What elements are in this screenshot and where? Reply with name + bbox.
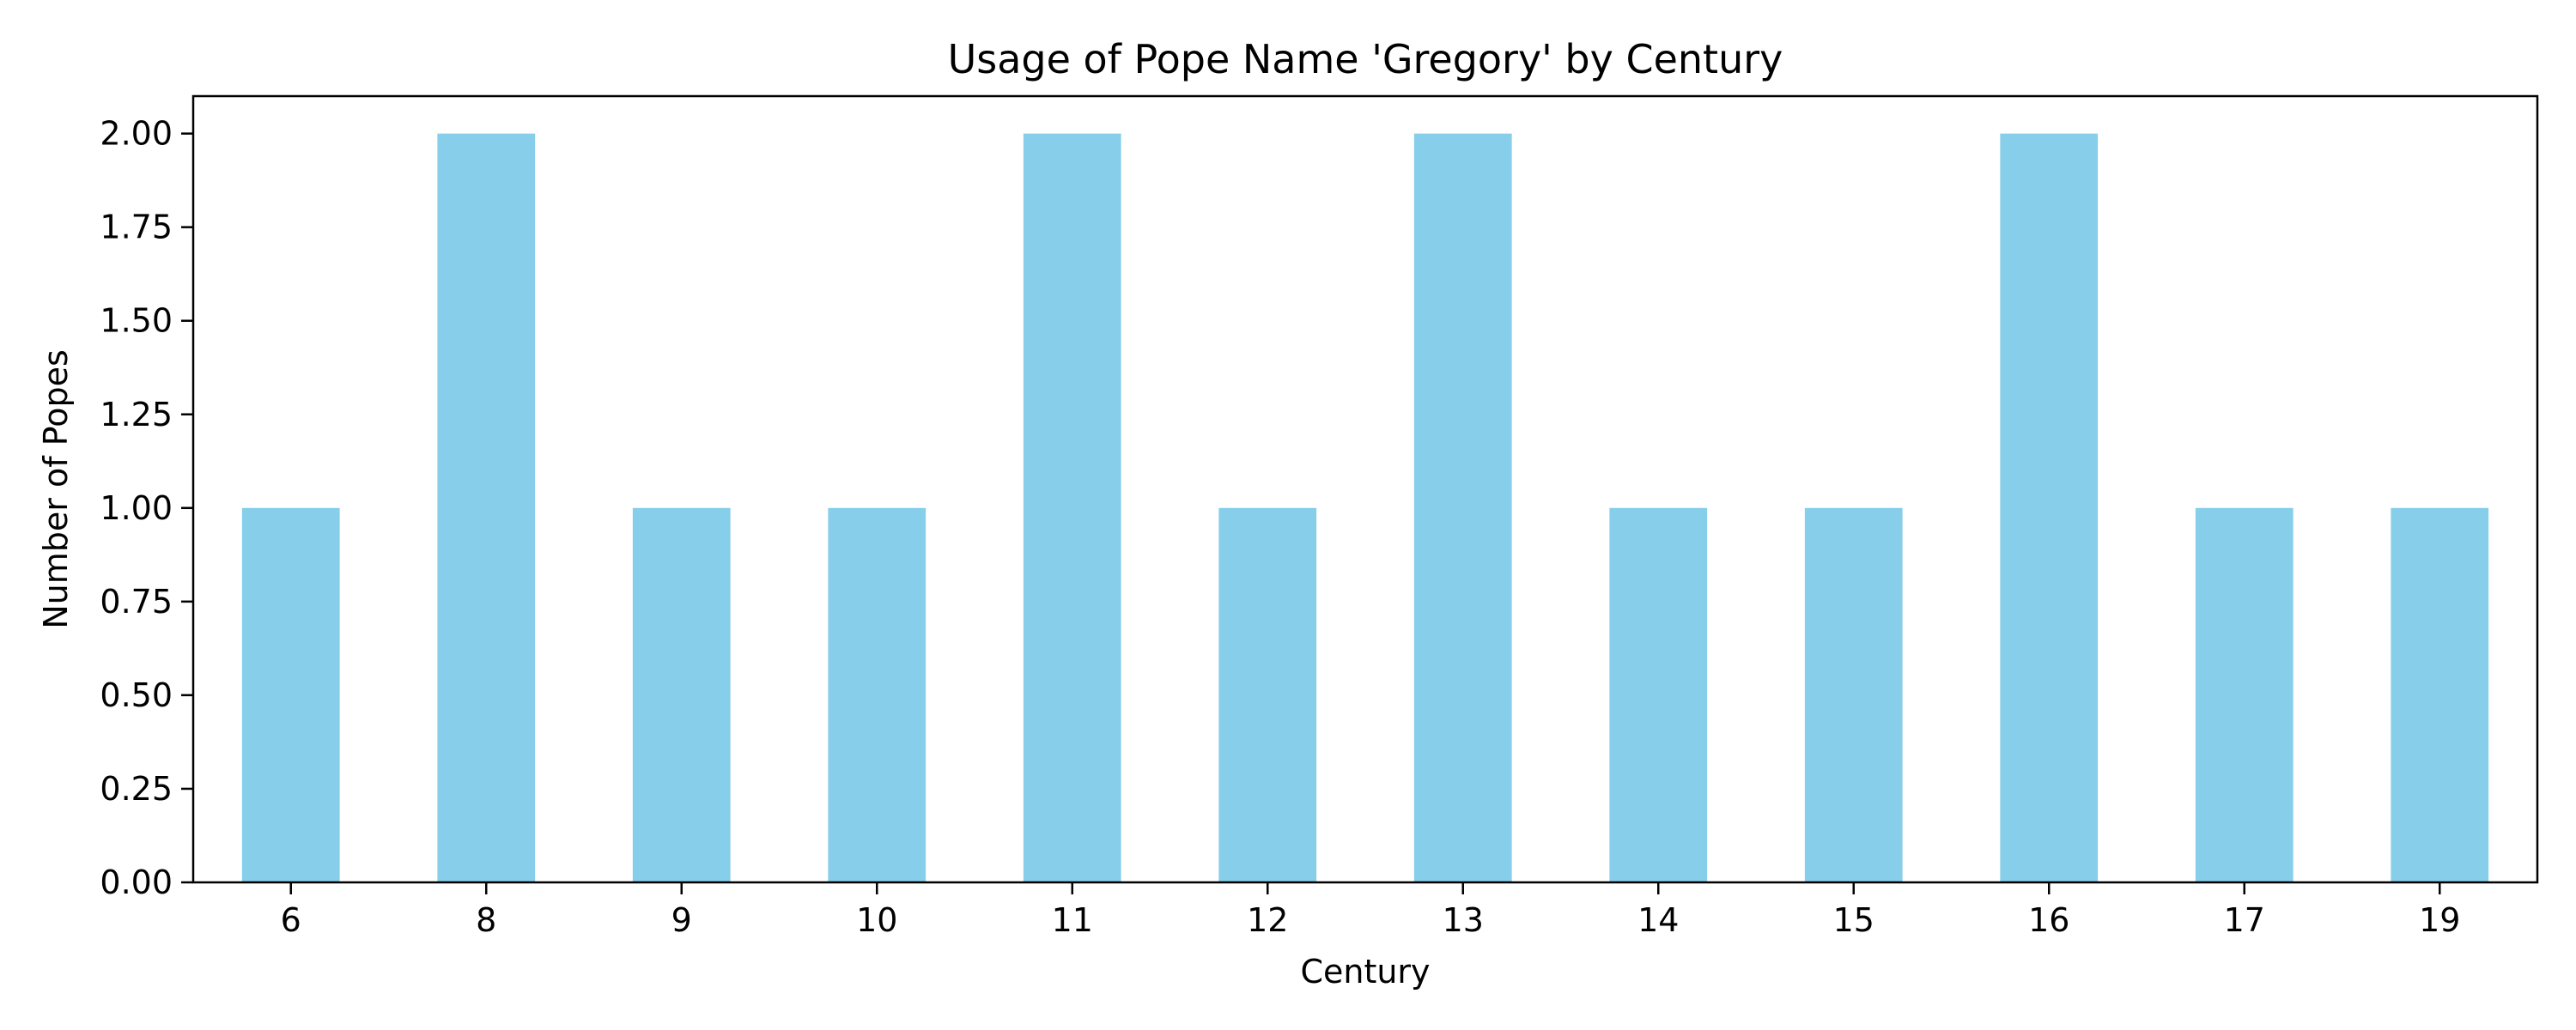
bar-century-11	[1023, 133, 1121, 883]
x-tick-label: 10	[856, 901, 897, 939]
x-tick-label: 19	[2419, 901, 2460, 939]
y-tick-label: 0.00	[100, 863, 173, 901]
x-tick-label: 17	[2224, 901, 2265, 939]
bar-century-17	[2195, 507, 2293, 882]
x-tick-label: 6	[281, 901, 301, 939]
y-tick-label: 0.50	[100, 676, 173, 714]
x-tick-label: 16	[2028, 901, 2069, 939]
y-tick-label: 0.75	[100, 583, 173, 621]
y-tick-label: 1.75	[100, 209, 173, 246]
x-axis-label: Century	[1300, 953, 1430, 991]
bar-century-8	[437, 133, 536, 883]
x-tick-label: 15	[1833, 901, 1874, 939]
y-tick-label: 1.50	[100, 302, 173, 340]
bar-century-6	[241, 507, 340, 882]
x-tick-label: 12	[1247, 901, 1288, 939]
y-tick-label: 1.00	[100, 489, 173, 527]
x-tick-label: 13	[1443, 901, 1484, 939]
bar-century-16	[2000, 133, 2099, 883]
bar-century-10	[828, 507, 927, 882]
bar-century-14	[1609, 507, 1708, 882]
y-tick-label: 2.00	[100, 115, 173, 153]
x-tick-label: 8	[476, 901, 496, 939]
bar-century-9	[632, 507, 731, 882]
plot-area: 6 8 9 10 11 12 13 14 15 16 17 19 0.00 0.25 0.50 0.75 1.0…	[100, 94, 2539, 939]
bar-century-12	[1218, 507, 1317, 882]
y-tick-label: 0.25	[100, 770, 173, 808]
bar-century-19	[2391, 507, 2489, 882]
x-tick-label: 11	[1052, 901, 1093, 939]
plot-frame	[191, 94, 2539, 884]
x-tick-label: 9	[671, 901, 692, 939]
bar-century-13	[1413, 133, 1512, 883]
y-tick-label: 1.25	[100, 396, 173, 433]
bar-century-15	[1804, 507, 1903, 882]
x-tick-label: 14	[1637, 901, 1679, 939]
chart-title: Usage of Pope Name 'Gregory' by Century	[948, 36, 1783, 82]
y-axis-label: Number of Popes	[37, 349, 75, 629]
